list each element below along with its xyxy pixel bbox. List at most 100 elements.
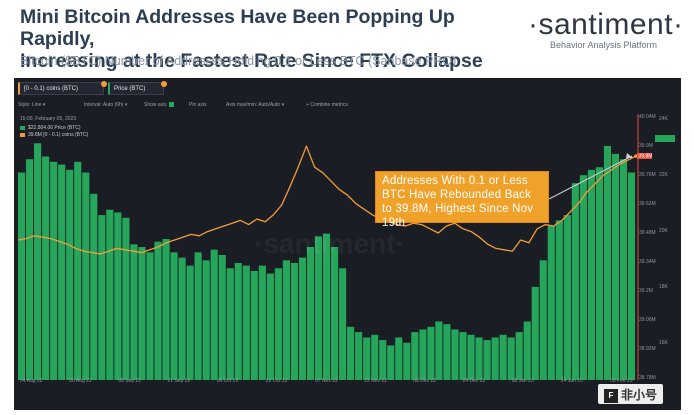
interval-dropdown[interactable]: Interval: Auto (6h) ▾: [84, 102, 128, 108]
price-bar: [555, 220, 563, 380]
style-dropdown[interactable]: Style: Line ▾: [18, 102, 46, 108]
price-bar: [515, 332, 523, 380]
price-axis-tick: 24K: [659, 116, 669, 122]
price-bar: [491, 337, 499, 380]
price-bar: [154, 241, 162, 380]
price-bar: [50, 161, 58, 380]
price-bar: [58, 164, 66, 380]
legend-coins-text: 39.8M [0 - 0.1) coins (BTC): [28, 132, 89, 138]
price-bar: [162, 239, 170, 380]
price-axis-tick: 20K: [659, 228, 669, 234]
price-bar: [282, 260, 290, 380]
coins-axis-tick: 39.76M: [639, 172, 656, 178]
coins-axis-tick: 38.78M: [639, 375, 656, 381]
coins-axis-tick: 39.06M: [639, 317, 656, 323]
price-bar: [274, 268, 282, 380]
price-bar: [571, 183, 579, 380]
price-bar: [210, 249, 218, 380]
price-bar: [483, 340, 491, 380]
watermark: ·santiment·: [254, 228, 405, 259]
price-bar: [563, 215, 571, 380]
checkbox-icon: [168, 102, 174, 108]
brand-tagline: Behavior Analysis Platform: [550, 40, 658, 50]
price-bar: [82, 172, 90, 380]
headline-line-2: Increasing at the Fastest Rate Since FTX…: [20, 50, 483, 72]
price-bar: [451, 329, 459, 380]
price-axis-tick: 22K: [659, 172, 669, 178]
price-bar: [419, 329, 427, 380]
price-bar: [363, 337, 371, 380]
tab-price-label: Price (BTC): [114, 86, 146, 92]
price-bar: [459, 332, 467, 380]
x-axis-tick: 21 Sep 22: [168, 378, 191, 384]
x-axis-tick: 08 Dec 22: [413, 378, 436, 384]
x-axis-tick: 24 Jan 23: [561, 378, 583, 384]
price-bar: [114, 212, 122, 380]
price-bar: [74, 161, 82, 380]
metric-tabs: [0 - 0.1) coins (BTC) Price (BTC): [14, 78, 681, 98]
coins-axis-tick: 39.34M: [639, 259, 656, 265]
source-stamp: F 非小号: [598, 384, 664, 404]
price-bar: [379, 340, 387, 380]
chart-toolbar: Style: Line ▾ Interval: Auto (6h) ▾ Show…: [14, 99, 681, 111]
price-bar: [387, 345, 395, 380]
price-bar: [539, 260, 547, 380]
combine-metrics-button[interactable]: + Combine metrics: [306, 102, 348, 108]
show-axis-toggle[interactable]: Show axis: [144, 102, 174, 108]
x-axis-tick: 08 Jan 23: [512, 378, 534, 384]
coins-value-label: 39.8M: [639, 154, 653, 160]
price-bar: [250, 270, 258, 380]
pin-axis-toggle[interactable]: Pin axis: [189, 102, 207, 108]
santiment-logo: ·santiment· Behavior Analysis Platform: [528, 8, 688, 50]
price-bar: [178, 257, 186, 380]
price-bar: [130, 244, 138, 380]
price-bar: [98, 215, 106, 380]
price-bar: [258, 265, 266, 380]
show-axis-label: Show axis: [144, 102, 167, 108]
price-bar: [170, 252, 178, 380]
price-bar: [531, 286, 539, 380]
axis-max-min-dropdown[interactable]: Axis max/min: Auto/Auto ▾: [226, 102, 285, 108]
price-bar: [339, 268, 347, 380]
price-bar: [475, 337, 483, 380]
tab-coins-metric[interactable]: [0 - 0.1) coins (BTC): [18, 81, 107, 95]
price-bar: [298, 257, 307, 380]
coins-last-point: [634, 154, 638, 158]
price-bar: [619, 159, 628, 380]
chart-legend: 15:00, February 05, 2023 $22,804.06 Pric…: [20, 116, 88, 139]
price-bar: [331, 247, 339, 380]
tab-price-badge-icon: [161, 81, 167, 87]
price-bar: [435, 321, 443, 380]
tab-price-metric[interactable]: Price (BTC): [108, 81, 167, 95]
coins-axis-tick: 39.2M: [639, 288, 653, 294]
headline: Mini Bitcoin Addresses Have Been Popping…: [20, 6, 530, 72]
legend-price-swatch: [20, 125, 25, 130]
tab-coins-label: [0 - 0.1) coins (BTC): [24, 86, 79, 92]
price-bar: [18, 172, 26, 380]
price-bar: [34, 143, 42, 380]
price-axis-tick: 16K: [659, 340, 669, 346]
headline-line-1: Mini Bitcoin Addresses Have Been Popping…: [20, 6, 455, 50]
price-bar: [347, 326, 355, 380]
annotation-arrow-head: [626, 153, 633, 158]
price-bar: [138, 247, 146, 380]
price-bar: [587, 169, 595, 380]
annotation-callout: Addresses With 0.1 or Less BTC Have Rebo…: [375, 171, 549, 229]
legend-coins-entry: 39.8M [0 - 0.1) coins (BTC): [20, 132, 88, 139]
x-axis-tick: 04 Aug 22: [20, 378, 43, 384]
coins-axis-tick: 39.48M: [639, 230, 656, 236]
stamp-logo-icon: F: [604, 388, 618, 403]
annotation-arrow: [548, 155, 633, 200]
price-bar: [90, 193, 98, 380]
price-bar: [66, 169, 74, 380]
price-bar: [42, 156, 50, 380]
price-bar: [395, 337, 403, 380]
price-bar: [266, 273, 274, 380]
price-bar: [202, 260, 210, 380]
price-bar: [627, 172, 636, 380]
price-bar: [234, 262, 242, 380]
coins-axis-tick: 39.9M: [639, 143, 653, 149]
x-axis-tick: 06 Oct 22: [217, 378, 239, 384]
price-bar: [427, 326, 435, 380]
tab-coins-badge-icon: [101, 81, 107, 87]
